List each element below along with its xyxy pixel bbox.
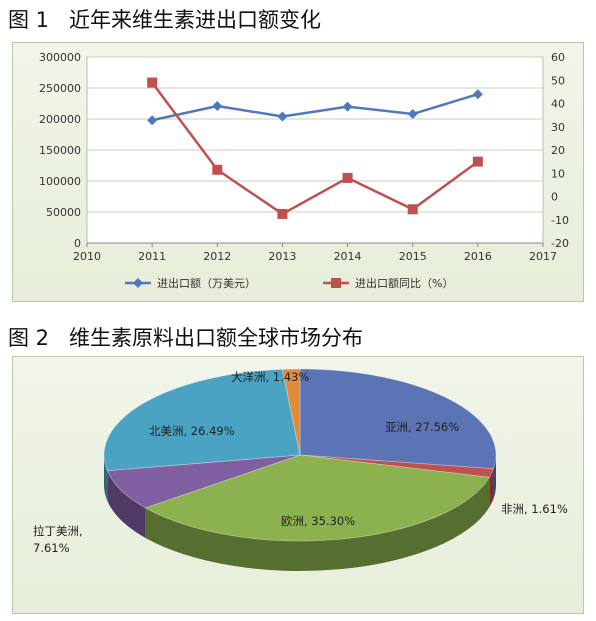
data-label: 拉丁美洲, xyxy=(33,524,83,538)
series-1-point xyxy=(212,100,223,111)
pie-chart: 亚洲, 27.56% 非洲, 1.61% 欧洲, 35.30% 拉丁美洲, 7.61% 北… xyxy=(33,368,568,571)
data-label-line2: 7.61% xyxy=(33,541,70,555)
x-tick-label: 2014 xyxy=(334,250,362,263)
x-tick-label: 2010 xyxy=(73,250,101,263)
y-tick-label: 100000 xyxy=(39,175,81,188)
pie-side-北美洲 xyxy=(104,455,108,501)
y2-tick-label: 30 xyxy=(551,121,565,134)
x-tick-label: 2017 xyxy=(529,250,557,263)
series-2-point xyxy=(277,208,288,219)
x-tick-label: 2011 xyxy=(138,250,166,263)
y2-tick-label: 0 xyxy=(551,191,558,204)
series-1-point xyxy=(342,101,353,112)
series-1-point xyxy=(147,115,158,126)
y-tick-label: 250000 xyxy=(39,82,81,95)
pie-slice-亚洲 xyxy=(299,368,497,470)
series-1-point xyxy=(472,89,483,100)
pie-side-亚洲 xyxy=(493,455,496,499)
legend-label-2: 进出口额同比（%） xyxy=(355,276,453,290)
y2-tick-label: 50 xyxy=(551,74,565,87)
y2-tick-label: 60 xyxy=(551,51,565,64)
y-tick-label: 0 xyxy=(74,237,81,250)
x-tick-label: 2012 xyxy=(203,250,231,263)
y-tick-label: 200000 xyxy=(39,113,81,126)
pie-side-非洲 xyxy=(489,468,494,508)
figure-1-title: 图 1 近年来维生素进出口额变化 xyxy=(8,8,322,32)
pie-slice-拉丁美洲 xyxy=(106,454,301,509)
x-tick-label: 2016 xyxy=(464,250,492,263)
y-tick-label: 300000 xyxy=(39,51,81,64)
line-chart: 0 50000 100000 150000 200000 250000 300000 -20 -… xyxy=(39,51,569,290)
pie-slice-非洲 xyxy=(299,454,495,478)
line-chart-panel: 0 50000 100000 150000 200000 250000 300000 -20 -… xyxy=(12,42,584,302)
y2-tick-label: -10 xyxy=(551,214,569,227)
series-line-2 xyxy=(151,81,479,216)
y-tick-label: 50000 xyxy=(46,206,81,219)
pie-chart-panel: 亚洲, 27.56% 非洲, 1.61% 欧洲, 35.30% 拉丁美洲, 7.61% 北… xyxy=(12,356,584,614)
data-label: 欧洲, 35.30% xyxy=(281,514,355,528)
y2-tick-label: 20 xyxy=(551,144,565,157)
y2-tick-label: 10 xyxy=(551,167,565,180)
series-2-point xyxy=(147,77,158,88)
legend-marker-2 xyxy=(331,278,341,288)
pie-side-拉丁美洲 xyxy=(107,470,146,538)
pie-slice-欧洲 xyxy=(144,454,490,542)
series-2-point xyxy=(472,156,483,167)
series-2-point xyxy=(407,204,418,215)
pie-slice-大洋洲 xyxy=(281,368,301,456)
y2-tick-label: -20 xyxy=(551,237,569,250)
series-1-point xyxy=(407,109,418,120)
data-label: 北美洲, 26.49% xyxy=(149,424,235,438)
data-label: 亚洲, 27.56% xyxy=(385,420,459,434)
pie-side-欧洲 xyxy=(145,477,490,571)
y-tick-label: 150000 xyxy=(39,144,81,157)
figure-2-title: 图 2 维生素原料出口额全球市场分布 xyxy=(8,326,364,350)
legend-marker-1 xyxy=(133,278,143,288)
pie-slice-北美洲 xyxy=(103,368,301,472)
data-label: 大洋洲, 1.43% xyxy=(231,370,309,384)
series-2-point xyxy=(342,172,353,183)
x-tick-label: 2015 xyxy=(399,250,427,263)
x-tick-label: 2013 xyxy=(268,250,296,263)
legend-label-1: 进出口额（万美元） xyxy=(157,276,256,290)
series-2-point xyxy=(212,164,223,175)
series-line-1 xyxy=(151,93,479,122)
data-label: 非洲, 1.61% xyxy=(501,502,568,516)
y2-tick-label: 40 xyxy=(551,98,565,111)
series-1-point xyxy=(277,111,288,122)
